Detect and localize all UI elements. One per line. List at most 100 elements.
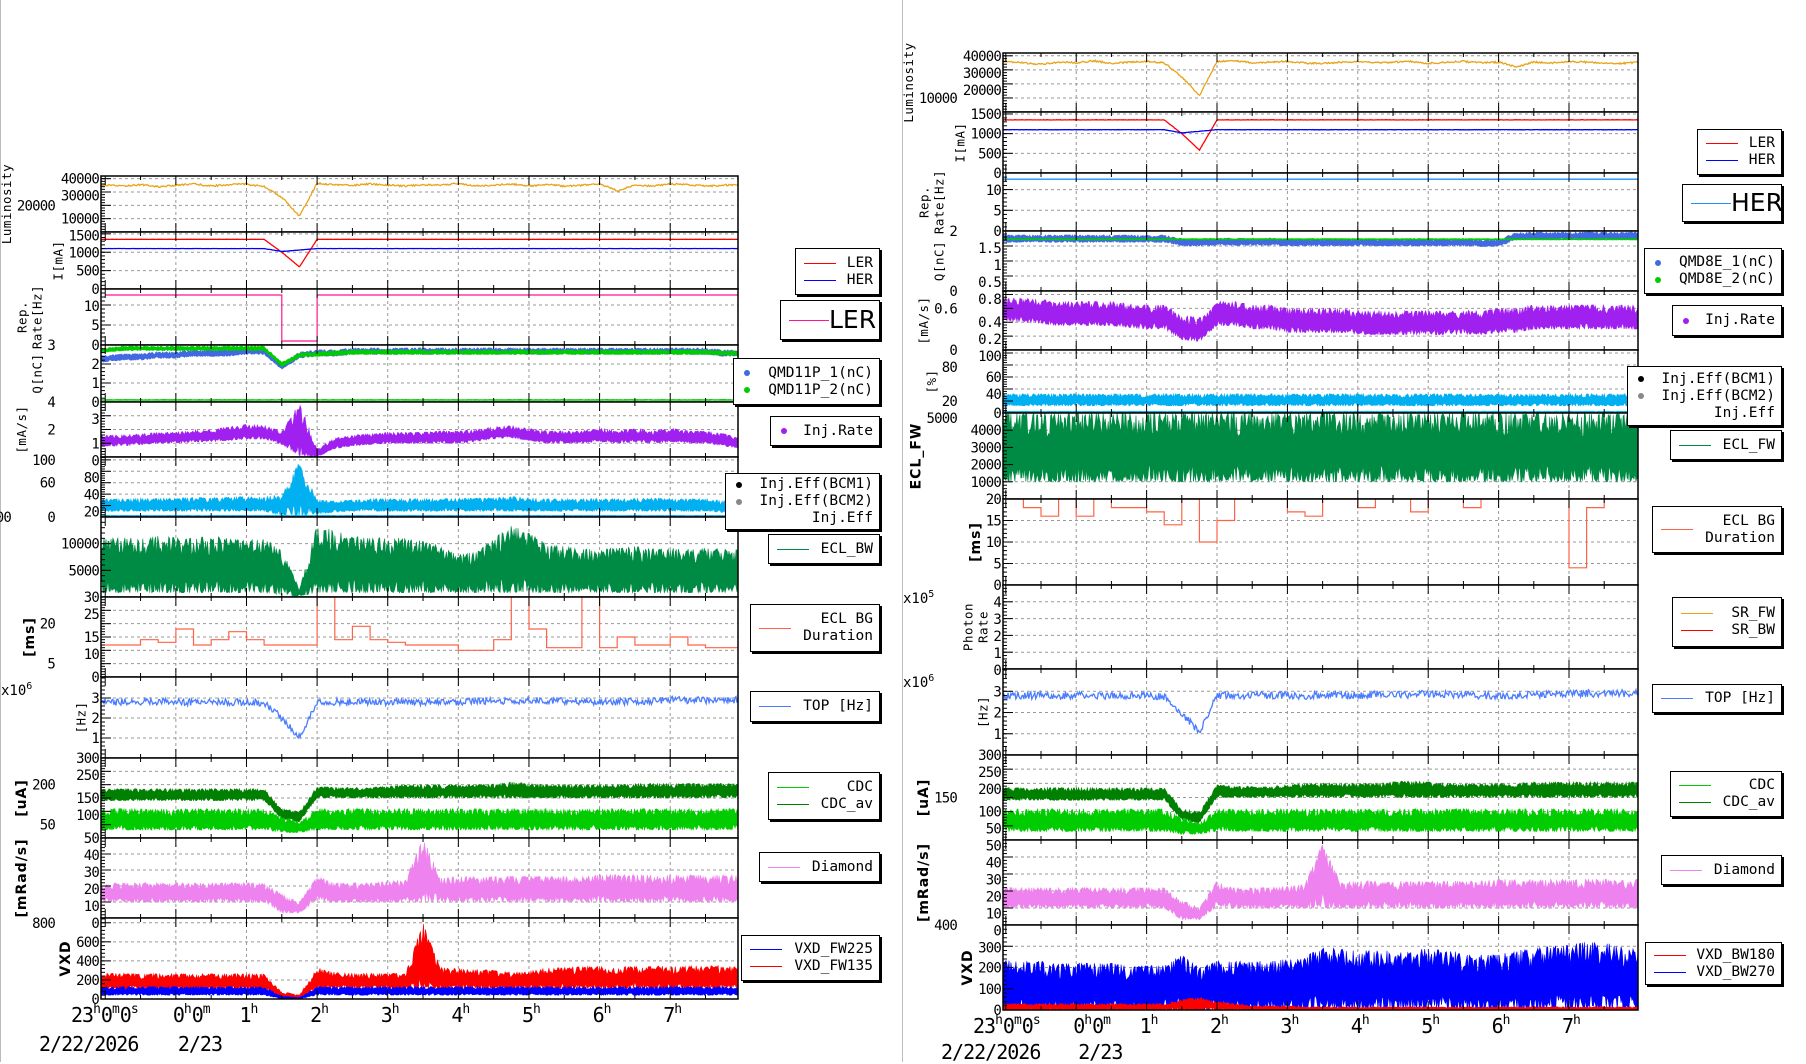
- time-label-hour: 1h: [239, 1002, 258, 1027]
- y-tick-label: 0: [91, 670, 99, 686]
- legend-marker-dot-icon: [744, 370, 750, 376]
- legend-entry: Inj.Eff(BCM1): [1636, 371, 1775, 388]
- time-value: 0: [1002, 1014, 1015, 1038]
- y-tick-label: 20: [40, 617, 56, 633]
- legend-entry: ECL_BW: [777, 541, 873, 558]
- legend-entry: SR_BW: [1681, 622, 1775, 639]
- series-inj-eff-bcm1--band: [101, 463, 738, 517]
- time-value: 23: [71, 1003, 94, 1027]
- legend-entry: QMD8E_1(nC): [1653, 254, 1775, 271]
- time-label-hour: 5h: [522, 1002, 541, 1027]
- legend-label: Inj.Eff(BCM2): [1661, 387, 1776, 404]
- y-tick-label: 3: [91, 412, 99, 428]
- plot-area: [1003, 669, 1638, 755]
- y-tick-label: 20000: [963, 83, 1002, 99]
- legend-label: Inj.Eff(BCM1): [759, 476, 874, 492]
- legend-entry: HER: [804, 272, 873, 289]
- time-value: 4: [451, 1003, 463, 1027]
- time-value: 3: [1280, 1014, 1292, 1038]
- y-tick-label: 200: [978, 782, 1001, 798]
- time-label-zero: 0h0m: [173, 1002, 211, 1027]
- time-value: 5: [521, 1003, 534, 1027]
- series-ecl-fw-band: [1003, 413, 1638, 483]
- series-cdc-av-band: [1003, 807, 1638, 835]
- plot-area: [1003, 173, 1638, 231]
- time-label-hour: 7h: [1562, 1013, 1581, 1038]
- y-exponent-label: x106: [903, 673, 934, 691]
- series-inj-eff-bcm2--band: [101, 514, 738, 517]
- plot-area: [1003, 585, 1638, 669]
- y-tick-label: 1: [993, 646, 1001, 662]
- series-ler-line: [101, 238, 738, 268]
- y-axis-label: Photon: [960, 603, 975, 651]
- y-tick-label: 80: [942, 360, 958, 376]
- legend-marker-dot-icon: [1638, 393, 1644, 399]
- legend-label: VXD_FW135: [794, 958, 873, 974]
- plot-area: [101, 232, 738, 289]
- time-unit: h: [674, 1002, 683, 1017]
- y-axis-label: ECL_FW: [909, 423, 925, 490]
- y-tick-label: 40: [986, 856, 1002, 872]
- legend-label: VXD_FW225: [794, 941, 873, 957]
- series-ecl-bg-duration-step: [105, 597, 738, 651]
- legend-label: QMD8E_1(nC): [1678, 254, 1775, 270]
- time-label-hour: 2h: [310, 1002, 329, 1027]
- series-cdc-av-band: [101, 807, 738, 834]
- y-tick-label: 1: [993, 258, 1001, 274]
- legend-entry: QMD11P_2(nC): [742, 382, 873, 399]
- series-vxd-fw225-band: [101, 923, 738, 999]
- legend-label: Diamond: [1713, 861, 1775, 878]
- date-label-start: 2/22/2026: [39, 1032, 139, 1056]
- legend-label: LER: [829, 305, 877, 334]
- series-top-hz--line: [1003, 687, 1638, 734]
- time-label-zero: 0h0m: [1073, 1013, 1111, 1038]
- legend-marker-line-icon: [1681, 613, 1713, 614]
- time-unit: h: [1084, 1013, 1093, 1028]
- subplot: 10 5 0 Rep. Rate[Hz]: [916, 170, 1639, 240]
- y-axis-label: Rate: [975, 611, 990, 643]
- legend-entry: Inj.Eff(BCM1): [734, 476, 873, 493]
- time-unit: m: [111, 1002, 120, 1017]
- legend-entry: Diamond: [1670, 862, 1775, 879]
- legend-marker-line-icon: [1706, 160, 1738, 161]
- time-unit: h: [1221, 1013, 1229, 1028]
- legend-entry: QMD8E_2(nC): [1653, 271, 1775, 288]
- legend-marker-dot-icon: [1655, 276, 1661, 283]
- y-tick-label: 1500: [970, 107, 1001, 123]
- subplot: 10 5 0 Rep. Rate[Hz]: [14, 285, 739, 354]
- series-trace-0-line: [1003, 59, 1638, 97]
- y-axis-label: I[mA]: [953, 122, 968, 162]
- y-tick-label: 30000: [61, 189, 100, 205]
- y-axis-label: [uA]: [916, 779, 932, 817]
- y-tick-label: 3: [993, 684, 1001, 700]
- y-exponent-label: x105: [903, 589, 934, 607]
- legend-label: HER: [1731, 188, 1783, 217]
- series-vxd-bw180-band: [1003, 942, 1638, 1010]
- subplot: 800 600 400 200 0 VXD: [32, 916, 739, 1008]
- y-tick-label: 0: [993, 578, 1001, 594]
- y-tick-label: 0: [993, 1003, 1001, 1019]
- legend-marker-dot-icon: [781, 428, 787, 434]
- legend-entry: VXD_FW135: [750, 958, 873, 975]
- legend-box: HER: [1682, 184, 1783, 222]
- y-tick-label: 0: [91, 453, 99, 469]
- y-axis-label: Rate[Hz]: [29, 285, 44, 349]
- legend-marker-dot-icon: [744, 387, 750, 393]
- series-cdc-band: [1003, 780, 1638, 824]
- time-value: 0: [172, 1003, 185, 1027]
- y-tick-label: 3: [993, 612, 1001, 628]
- y-tick-label: 1: [91, 376, 99, 392]
- legend-marker-line-icon: [1679, 785, 1711, 786]
- y-tick-label: 40: [84, 848, 100, 864]
- time-label-hour: 4h: [451, 1002, 470, 1027]
- legend-label: QMD11P_2(nC): [768, 381, 873, 398]
- legend-entry: CDC_av: [777, 796, 873, 813]
- y-axis-label: Rate[Hz]: [931, 170, 946, 234]
- subplot: 20 15 10 5 0 [ms]: [968, 492, 1639, 594]
- subplot: 1500 1000 500 0 I[mA]: [953, 107, 1639, 182]
